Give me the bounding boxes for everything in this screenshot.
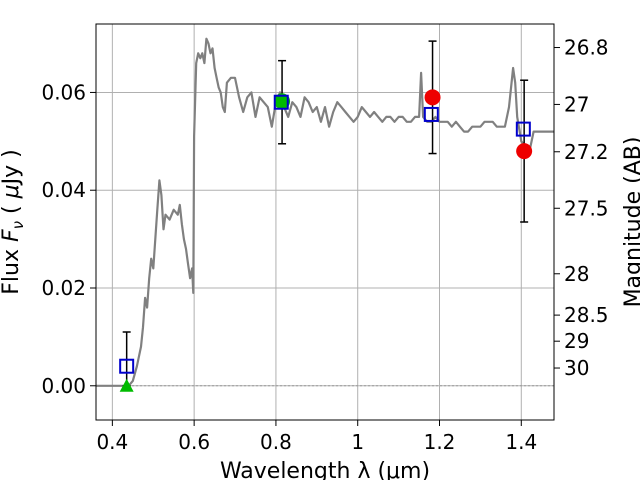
right-tick-label: 28: [564, 262, 589, 286]
x-tick-label: 0.4: [96, 430, 128, 454]
right-axis-title: Magnitude (AB): [621, 137, 640, 308]
plot-frame: [95, 23, 555, 421]
y-tick-label: 0.06: [41, 80, 86, 104]
model-photometry-square: [273, 94, 289, 110]
right-tick-label: 28.5: [564, 303, 609, 327]
x-axis-title: Wavelength λ (μm): [220, 459, 430, 480]
right-tick-label: 27.5: [564, 196, 609, 220]
model-photometry-square: [423, 106, 439, 122]
upper-limit-marker: [119, 378, 134, 392]
observed-point-red: [516, 143, 533, 160]
y-axis-title: Flux Fν ( μJy ): [0, 149, 27, 294]
x-tick-label: 0.8: [260, 430, 292, 454]
right-tick-label: 27.2: [564, 140, 609, 164]
x-axis-ticks: 0.4 0.6 0.8 1 1.2 1.4: [96, 420, 537, 454]
right-tick-label: 29: [564, 329, 589, 353]
observed-point-green: [274, 93, 291, 110]
x-tick-label: 0.6: [178, 430, 210, 454]
model-photometry-square: [515, 121, 531, 137]
model-spectrum: [96, 37, 554, 387]
x-tick-label: 1.2: [424, 430, 456, 454]
right-tick-label: 26.8: [564, 36, 609, 60]
y-tick-label: 0.02: [41, 276, 86, 300]
y-tick-label: 0.04: [41, 178, 86, 202]
right-axis-ticks: 26.8 27 27.2 27.5 28 28.529 30: [554, 36, 609, 380]
x-tick-label: 1.4: [505, 430, 537, 454]
model-photometry-square: [119, 358, 135, 374]
x-tick-label: 1: [351, 430, 364, 454]
right-tick-label: 27: [564, 92, 589, 116]
observed-point-red: [424, 89, 441, 106]
y-tick-label: 0.00: [41, 374, 86, 398]
photometry-markers: [119, 89, 533, 392]
spectrum-line: [96, 37, 554, 387]
right-tick-label: 30: [564, 356, 589, 380]
y-axis-ticks: 0.00 0.02 0.04 0.06: [41, 80, 96, 398]
